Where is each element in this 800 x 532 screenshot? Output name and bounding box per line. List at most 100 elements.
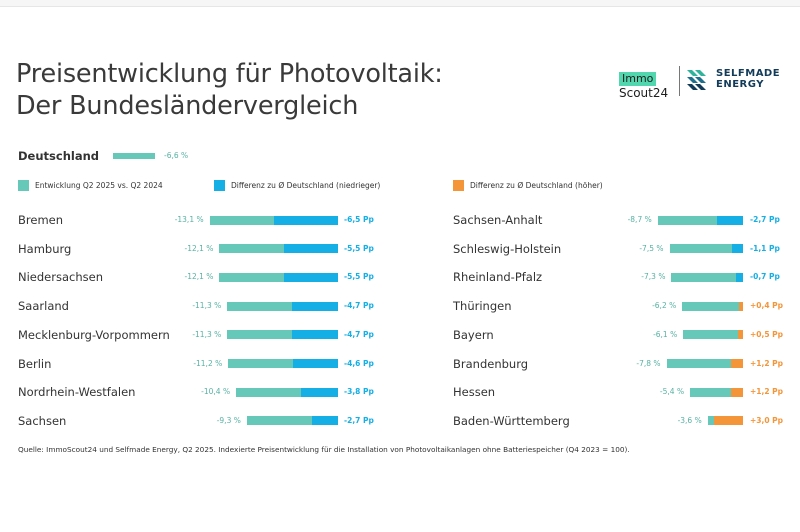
diff-label: -4,7 Pp [344,329,374,339]
state-label: Nordrhein-Westfalen [18,385,136,400]
bar-diff-higher [739,301,743,311]
value-label: -7,3 % [641,272,666,282]
bar-diff-higher [731,359,743,368]
source-note: Quelle: ImmoScout24 und Selfmade Energy,… [18,445,630,454]
bar-diff-lower [274,215,338,225]
bar-development [227,301,292,311]
state-label: Sachsen [18,413,67,428]
bar-diff-lower [291,301,338,311]
bar-diff-lower [291,330,338,340]
bar-diff-lower [300,387,338,397]
value-label: -12,1 % [184,272,214,282]
bar-diff-lower [292,359,338,368]
value-label: -12,1 % [184,243,214,253]
diff-label: +1,2 Pp [750,358,784,368]
bar-diff-higher [738,330,743,340]
legend-swatch-blue [214,180,225,191]
state-label: Berlin [18,356,52,371]
logo-divider [679,66,680,96]
window-top-edge [0,0,800,7]
state-label: Baden-Württemberg [453,413,570,428]
state-label: Bayern [453,327,494,342]
value-label: -6,2 % [652,301,677,311]
legend-development: Entwicklung Q2 2025 vs. Q2 2024 [18,180,163,191]
bar-development [682,301,740,311]
bar-development [219,244,285,254]
bar-development [219,272,285,282]
value-label: -6,1 % [653,329,678,339]
bar-diff-lower [716,215,743,225]
bar-development [657,215,717,225]
legend-swatch-orange [453,180,464,191]
state-label: Sachsen-Anhalt [453,213,543,227]
bar-development [209,215,275,225]
legend-label: Entwicklung Q2 2025 vs. Q2 2024 [35,181,163,190]
value-label: -11,3 % [192,329,222,339]
legend-label: Differenz zu Ø Deutschland (niedrieger) [231,181,381,190]
immoscout24-logo: Immo Scout24 [619,67,668,100]
bar-diff-lower [284,244,338,254]
diff-label: -0,7 Pp [750,272,780,282]
bar-diff-higher [713,416,743,426]
state-label: Hamburg [18,241,72,256]
bar-development [666,359,732,368]
selfmade-energy-logo: SELFMADE ENERGY [716,68,780,90]
diff-label: -2,7 Pp [344,415,374,425]
bar-development [228,359,293,368]
value-label: -11,3 % [192,301,222,311]
legend-higher: Differenz zu Ø Deutschland (höher) [453,180,603,191]
bar-development [707,416,714,426]
germany-label: Deutschland [18,149,99,163]
bar-diff-lower [284,272,338,282]
diff-label: +0,5 Pp [750,329,784,339]
value-label: -9,3 % [216,415,241,425]
bar-development [683,330,739,340]
value-label: -5,4 % [659,387,685,397]
value-label: -11,2 % [193,358,223,368]
chart-title: Preisentwicklung für Photovoltaik: Der B… [16,58,443,122]
state-label: Thüringen [453,299,512,314]
diff-label: -4,7 Pp [344,301,374,311]
diff-label: -3,8 Pp [344,387,374,397]
bar-development [669,244,733,254]
bar-diff-higher [731,387,743,397]
selfmade-energy-icon [687,70,706,90]
title-line-2: Der Bundesländervergleich [16,91,359,121]
bar-development [246,416,312,426]
state-label: Niedersachsen [18,270,103,285]
diff-label: +1,2 Pp [750,387,784,397]
legend-swatch-teal [18,180,29,191]
state-label: Bremen [18,213,64,227]
germany-value: -6,6 % [164,151,189,160]
selfmade-logo-text: SELFMADE [716,68,781,79]
bar-development [690,387,732,397]
title-line-1: Preisentwicklung für Photovoltaik: [16,59,443,89]
immo-logo-text: Immo [619,72,657,86]
state-label: Schleswig-Holstein [453,241,562,256]
value-label: -7,8 % [636,358,661,368]
state-label: Rheinland-Pfalz [453,270,543,285]
bar-development [227,330,292,340]
legend-label: Differenz zu Ø Deutschland (höher) [470,181,603,190]
diff-label: -1,1 Pp [750,243,780,253]
state-label: Saarland [18,299,69,314]
diff-label: -6,5 Pp [344,215,374,224]
value-label: -10,4 % [201,387,231,397]
bar-diff-lower [732,244,743,254]
diff-label: -5,5 Pp [344,272,374,282]
state-label: Mecklenburg-Vorpommern [18,327,170,342]
legend-lower: Differenz zu Ø Deutschland (niedrieger) [214,180,380,191]
value-label: -13,1 % [174,215,204,224]
diff-label: +3,0 Pp [750,415,784,425]
bar-diff-lower [311,416,338,426]
germany-bar [113,153,156,159]
diff-label: -4,6 Pp [344,358,374,368]
state-label: Hessen [453,385,496,400]
scout24-logo-text: Scout24 [619,86,669,100]
state-label: Brandenburg [453,356,529,371]
energy-logo-text: ENERGY [716,79,764,90]
value-label: -3,6 % [677,415,702,425]
diff-label: -2,7 Pp [750,215,780,224]
bar-diff-lower [736,272,743,282]
bar-development [671,272,737,282]
